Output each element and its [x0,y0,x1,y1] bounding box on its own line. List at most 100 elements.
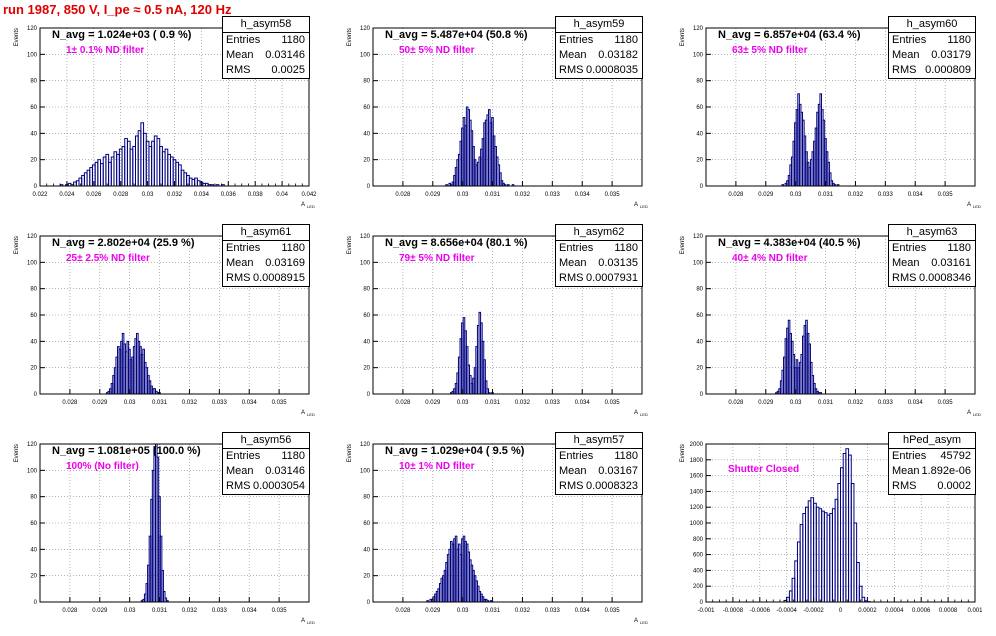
x-axis-label-subscript: LED [640,412,648,417]
x-tick-label: 0.028 [62,608,78,614]
y-axis-label: Events [680,28,686,46]
plot-title: N_avg = 1.029e+04 ( 9.5 %) [385,445,524,457]
x-tick-label: 0.033 [878,400,894,406]
y-tick-label: 40 [30,547,37,553]
plot-annotation: 100% (No filter) [66,461,139,472]
y-tick-label: 20 [696,366,703,372]
x-tick-label: 0.031 [152,400,168,406]
x-tick-label: 0.035 [938,400,954,406]
x-tick-label: 0.031 [485,192,501,198]
x-tick-label: 0.034 [242,400,258,406]
x-tick-label: 0.03 [457,608,469,614]
x-tick-label: 0.034 [242,608,258,614]
y-tick-label: 20 [30,158,37,164]
x-tick-label: 0.028 [395,192,411,198]
stats-value-entries: 1180 [947,241,971,256]
stats-value-rms: 0.0008346 [919,271,971,286]
x-tick-label: 0.032 [182,608,198,614]
x-tick-label: 0.033 [545,400,561,406]
y-tick-label: 40 [363,131,370,137]
stats-histogram-name: h_asym57 [556,433,642,449]
plot-title: N_avg = 1.024e+03 ( 0.9 %) [52,29,191,41]
y-tick-label: 1200 [690,505,704,511]
x-tick-label: 0.032 [848,192,864,198]
x-tick-label: 0.032 [182,400,198,406]
stats-label-mean: Mean [892,464,920,479]
x-tick-label: 0.033 [878,192,894,198]
plot-annotation: Shutter Closed [728,464,799,475]
y-tick-label: 120 [27,442,38,448]
y-tick-label: 80 [363,495,370,501]
y-tick-label: 120 [360,442,371,448]
stats-value-entries: 1180 [614,33,638,48]
x-tick-label: 0.032 [515,400,531,406]
x-tick-label: 0.028 [113,192,129,198]
x-tick-label: 0.034 [575,400,591,406]
y-tick-label: 40 [696,339,703,345]
x-axis-label: A [634,618,638,624]
plot-title: N_avg = 4.383e+04 (40.5 %) [718,237,860,249]
y-axis-label: Events [14,444,20,462]
stats-histogram-name: h_asym56 [223,433,309,449]
plot-title: N_avg = 5.487e+04 (50.8 %) [385,29,527,41]
x-axis-label-subscript: LED [640,204,648,209]
y-tick-label: 20 [363,158,370,164]
plot-annotation: 1± 0.1% ND filter [66,45,144,56]
y-tick-label: 120 [693,26,704,32]
x-tick-label: 0.031 [152,608,168,614]
stats-label-rms: RMS [892,479,916,494]
x-tick-label: 0.035 [605,192,621,198]
stats-label-mean: Mean [226,48,254,63]
stats-histogram-name: h_asym61 [223,225,309,241]
y-tick-label: 60 [363,313,370,319]
y-tick-label: 40 [696,131,703,137]
y-tick-label: 100 [360,52,371,58]
stats-histogram-name: hPed_asym [889,433,975,449]
stats-value-rms: 0.0002 [937,479,971,494]
stats-value-mean: 0.03146 [265,48,305,63]
y-axis-label: Events [347,236,353,254]
y-tick-label: 80 [696,79,703,85]
stats-label-entries: Entries [892,449,926,464]
stats-value-mean: 0.03179 [931,48,971,63]
stats-label-mean: Mean [892,256,920,271]
x-tick-label: -0.0004 [777,608,798,614]
x-tick-label: 0.032 [848,400,864,406]
plot-annotation: 25± 2.5% ND filter [66,253,150,264]
stats-value-entries: 1180 [281,241,305,256]
y-tick-label: 0 [34,600,38,606]
x-tick-label: 0.0006 [912,608,931,614]
y-axis-label: Events [347,28,353,46]
y-tick-label: 400 [693,568,704,574]
stats-label-entries: Entries [226,449,260,464]
x-tick-label: 0.033 [212,400,228,406]
x-tick-label: -0.0008 [723,608,744,614]
y-tick-label: 0 [700,392,704,398]
stats-histogram-name: h_asym58 [223,17,309,33]
stats-value-rms: 0.0025 [271,63,305,78]
x-tick-label: 0.029 [92,608,108,614]
y-tick-label: 100 [27,52,38,58]
y-axis-label: Events [680,444,686,462]
x-tick-label: 0.031 [485,608,501,614]
stats-value-rms: 0.0008323 [586,479,638,494]
x-tick-label: 0.028 [728,400,744,406]
x-tick-label: 0.032 [167,192,183,198]
x-tick-label: 0.035 [272,608,288,614]
x-tick-label: 0.03 [790,400,802,406]
x-tick-label: 0.03 [124,400,136,406]
y-tick-label: 120 [360,234,371,240]
